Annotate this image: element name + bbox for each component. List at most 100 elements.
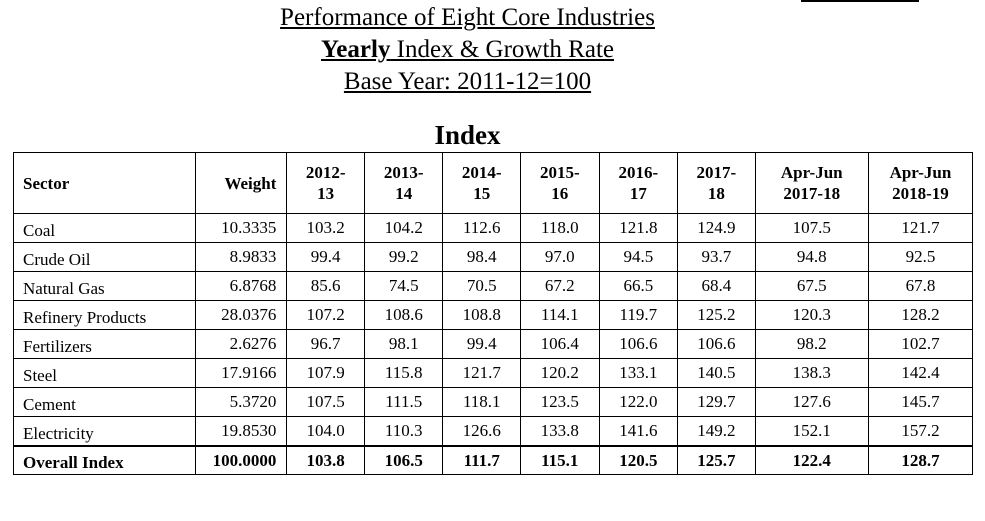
column-header-line1: Sector (23, 173, 70, 193)
column-header: 2013- 14 (363, 152, 444, 214)
weight-cell: 10.3335 (194, 213, 288, 243)
index-value-cell: 66.5 (598, 271, 679, 301)
sector-name-cell: Refinery Products (13, 300, 196, 330)
index-value-cell: 133.1 (598, 358, 679, 388)
index-value-cell: 111.7 (442, 444, 522, 475)
table-row: Natural Gas 6.8768 85.6 74.5 70.5 67.2 66.5 68.… (13, 271, 974, 301)
index-value-cell: 157.2 (867, 416, 974, 446)
index-value-cell: 107.2 (286, 300, 365, 330)
index-value-cell: 103.8 (286, 444, 365, 475)
index-value-cell: 122.4 (754, 444, 869, 475)
index-value-cell: 85.6 (286, 271, 365, 301)
index-table: Sector Weight 2012- 13 2013- 14 2014- 15 2015- 16… (13, 152, 974, 475)
index-value-cell: 99.4 (286, 242, 365, 272)
column-header-line1: 2013- (383, 163, 424, 182)
index-value-cell: 129.7 (677, 387, 756, 417)
sector-name-cell: Cement (13, 387, 196, 417)
index-value-cell: 149.2 (677, 416, 756, 446)
index-value-cell: 108.6 (363, 300, 444, 330)
base-year-line: Base Year: 2011-12=100 (343, 68, 592, 95)
sector-name-cell: Fertilizers (13, 329, 196, 359)
index-value-cell: 68.4 (677, 271, 756, 301)
index-value-cell: 145.7 (867, 387, 974, 417)
index-value-cell: 98.1 (363, 329, 444, 359)
column-header-line2: 15 (473, 184, 491, 203)
index-value-cell: 98.2 (754, 329, 869, 359)
index-value-cell: 98.4 (442, 242, 522, 272)
subtitle-bold-word: Yearly (321, 36, 391, 63)
index-value-cell: 102.7 (867, 329, 974, 359)
index-value-cell: 128.2 (867, 300, 974, 330)
index-value-cell: 99.2 (363, 242, 444, 272)
column-header-line1: 2017- (696, 163, 737, 182)
index-value-cell: 115.1 (520, 444, 600, 475)
index-value-cell: 120.5 (598, 444, 679, 475)
sector-name-cell: Overall Index (13, 444, 196, 475)
index-value-cell: 125.2 (677, 300, 756, 330)
index-value-cell: 126.6 (442, 416, 522, 446)
weight-cell: 100.0000 (194, 444, 288, 475)
column-header: Weight (194, 152, 288, 214)
index-value-cell: 114.1 (520, 300, 600, 330)
column-header-line2: 16 (551, 184, 569, 203)
index-value-cell: 67.8 (867, 271, 974, 301)
weight-cell: 17.9166 (194, 358, 288, 388)
index-value-cell: 119.7 (598, 300, 679, 330)
column-header: Apr-Jun 2018-19 (867, 152, 974, 214)
column-header-line1: 2012- (305, 163, 346, 182)
index-value-cell: 122.0 (598, 387, 679, 417)
table-row: Fertilizers 2.6276 96.7 98.1 99.4 106.4 106.6 1… (13, 329, 974, 359)
weight-cell: 19.8530 (194, 416, 288, 446)
index-value-cell: 133.8 (520, 416, 600, 446)
index-value-cell: 107.5 (754, 213, 869, 243)
index-value-cell: 121.7 (867, 213, 974, 243)
title-block: Performance of Eight Core Industries Yea… (0, 2, 935, 98)
column-header: Apr-Jun 2017-18 (754, 152, 869, 214)
column-header-line2: 18 (707, 184, 725, 203)
index-value-cell: 96.7 (286, 329, 365, 359)
index-value-cell: 118.0 (520, 213, 600, 243)
index-value-cell: 111.5 (363, 387, 444, 417)
index-value-cell: 121.8 (598, 213, 679, 243)
table-body: Coal 10.3335 103.2 104.2 112.6 118.0 121.8 124.… (13, 213, 974, 475)
table-row: Cement 5.3720 107.5 111.5 118.1 123.5 122.0 129… (13, 387, 974, 417)
index-value-cell: 110.3 (363, 416, 444, 446)
column-header-line2: 2017-18 (783, 184, 841, 203)
column-header-line1: Apr-Jun (889, 163, 952, 182)
sector-name-cell: Coal (13, 213, 196, 243)
index-value-cell: 142.4 (867, 358, 974, 388)
index-value-cell: 140.5 (677, 358, 756, 388)
column-header-line1: 2016- (618, 163, 659, 182)
index-value-cell: 108.8 (442, 300, 522, 330)
index-value-cell: 120.3 (754, 300, 869, 330)
column-header-line1: Apr-Jun (780, 163, 843, 182)
weight-cell: 28.0376 (194, 300, 288, 330)
index-value-cell: 107.9 (286, 358, 365, 388)
report-title: Performance of Eight Core Industries (280, 4, 655, 31)
report-subtitle: Yearly Index & Growth Rate (0, 34, 935, 66)
column-header-line2: 14 (395, 184, 413, 203)
column-header-line2: 17 (629, 184, 647, 203)
table-row: Electricity 19.8530 104.0 110.3 126.6 133.8 14… (13, 416, 974, 446)
table-row: Crude Oil 8.9833 99.4 99.2 98.4 97.0 94.5 93.7 9… (13, 242, 974, 272)
index-value-cell: 93.7 (677, 242, 756, 272)
index-value-cell: 124.9 (677, 213, 756, 243)
sector-name-cell: Crude Oil (13, 242, 196, 272)
column-header: 2012- 13 (286, 152, 365, 214)
column-header-line1: Weight (224, 173, 277, 193)
top-right-rule (801, 0, 919, 2)
overall-index-row: Overall Index 100.0000 103.8 106.5 111.7 115.… (13, 444, 974, 475)
index-value-cell: 106.6 (598, 329, 679, 359)
subtitle-rest: Index & Growth Rate (390, 36, 614, 63)
index-value-cell: 112.6 (442, 213, 522, 243)
index-value-cell: 74.5 (363, 271, 444, 301)
table-row: Coal 10.3335 103.2 104.2 112.6 118.0 121.8 124.… (13, 213, 974, 243)
index-value-cell: 141.6 (598, 416, 679, 446)
index-value-cell: 106.6 (677, 329, 756, 359)
index-value-cell: 115.8 (363, 358, 444, 388)
sector-name-cell: Steel (13, 358, 196, 388)
column-header: 2014- 15 (442, 152, 522, 214)
index-value-cell: 106.5 (363, 444, 444, 475)
column-header: Sector (13, 152, 196, 214)
table-header-row: Sector Weight 2012- 13 2013- 14 2014- 15 2015- 16… (13, 152, 974, 214)
